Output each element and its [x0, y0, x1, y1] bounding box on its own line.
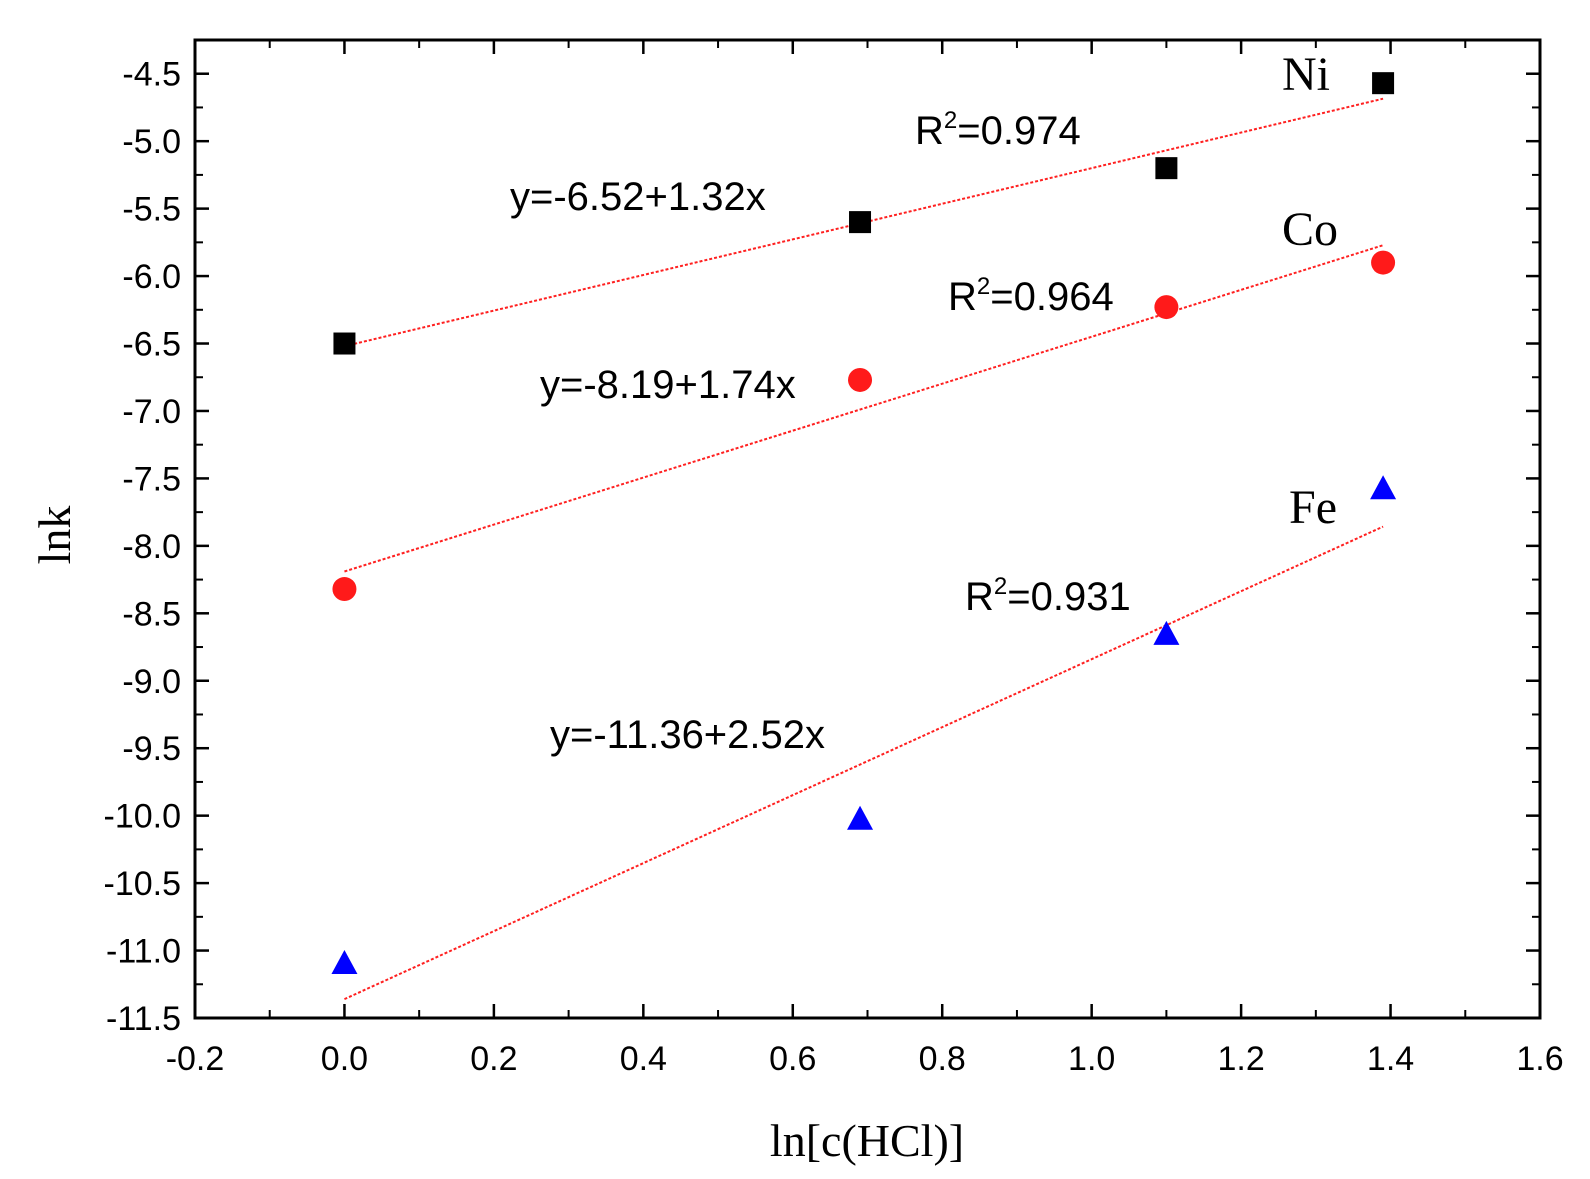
data-point-co: [1371, 250, 1396, 275]
y-axis-title: lnk: [29, 506, 80, 565]
series-label-fe: Fe: [1289, 481, 1337, 534]
y-tick-label: -6.5: [122, 326, 181, 364]
x-axis-ticks: -0.2 0.0 0.2 0.4 0.6 0.8 1.0 1.2 1.4 1.6: [166, 40, 1564, 1078]
y-tick-label: -10.5: [104, 865, 182, 903]
plot-frame: [193, 38, 1542, 1020]
y-tick-label: -5.0: [122, 123, 181, 161]
data-point-co: [848, 367, 873, 392]
y-tick-label: -4.5: [122, 56, 181, 94]
y-tick-label: -7.0: [122, 393, 181, 431]
data-point-ni: [849, 211, 872, 234]
equation-label-fe: y=-11.36+2.52x: [550, 713, 825, 757]
data-markers: [331, 72, 1397, 975]
fit-line-ni: [344, 97, 1384, 348]
fit-line-co: [344, 244, 1384, 573]
x-tick-label: 0.4: [620, 1040, 667, 1078]
x-tick-label: 1.2: [1217, 1040, 1264, 1078]
x-tick-label: 0.8: [919, 1040, 966, 1078]
x-tick-label: 1.4: [1367, 1040, 1414, 1078]
x-axis-title: ln[c(HCl)]: [770, 1115, 964, 1166]
x-tick-label: 0.2: [470, 1040, 517, 1078]
y-tick-label: -9.0: [122, 663, 181, 701]
data-point-ni: [1372, 72, 1395, 95]
y-tick-label: -9.5: [122, 730, 181, 768]
series-label-ni: Ni: [1282, 48, 1330, 101]
equation-label-co: y=-8.19+1.74x: [540, 363, 796, 407]
data-point-fe: [1153, 620, 1180, 645]
y-tick-label: -8.0: [122, 528, 181, 566]
data-point-ni: [1155, 157, 1178, 180]
r-squared-label-ni: R2=0.974: [915, 107, 1081, 153]
y-tick-label: -11.5: [106, 1000, 181, 1038]
r-squared-label-fe: R2=0.931: [965, 573, 1131, 619]
x-tick-label: -0.2: [166, 1040, 225, 1078]
data-point-fe: [331, 950, 358, 975]
y-tick-label: -8.5: [122, 595, 181, 633]
y-tick-label: -7.5: [122, 460, 181, 498]
x-tick-label: 1.0: [1068, 1040, 1115, 1078]
data-point-co: [332, 577, 357, 602]
y-tick-label: -10.0: [104, 798, 182, 836]
fit-lines: [344, 97, 1384, 1001]
r-squared-label-co: R2=0.964: [948, 273, 1114, 319]
x-tick-label: 0.0: [321, 1040, 368, 1078]
x-tick-label: 0.6: [769, 1040, 816, 1078]
equation-label-ni: y=-6.52+1.32x: [510, 175, 766, 219]
y-tick-label: -5.5: [122, 191, 181, 229]
x-tick-label: 1.6: [1516, 1040, 1563, 1078]
data-point-fe: [847, 805, 874, 830]
data-point-fe: [1370, 475, 1397, 500]
fit-line-fe: [344, 525, 1384, 1001]
data-point-ni: [333, 332, 356, 355]
y-tick-label: -11.0: [106, 933, 181, 971]
y-tick-label: -6.0: [122, 258, 181, 296]
data-point-co: [1154, 295, 1179, 320]
y-axis-ticks: -11.5 -11.0 -10.5 -10.0 -9.5 -9.0 -8.5 -8.0 -7.5…: [104, 39, 1540, 1038]
series-label-co: Co: [1282, 203, 1338, 256]
